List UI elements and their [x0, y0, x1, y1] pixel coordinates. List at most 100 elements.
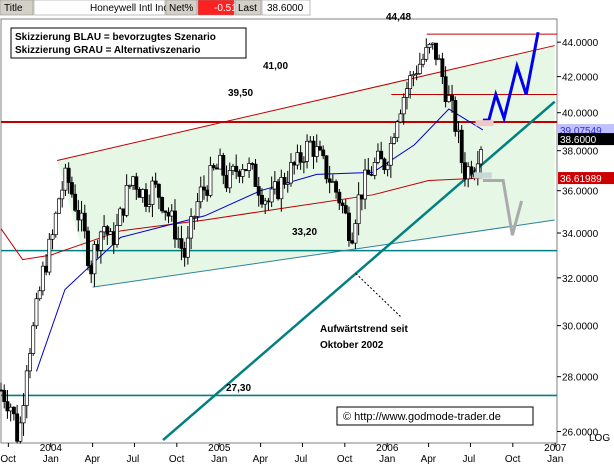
- candlestick: [405, 81, 409, 110]
- candle-body: [82, 212, 87, 232]
- candle-body: [453, 100, 458, 132]
- x-tick-label: Jan: [211, 454, 227, 464]
- candlestick: [279, 169, 284, 212]
- candle-body: [263, 200, 268, 205]
- candle-body: [366, 169, 371, 175]
- candlestick: [459, 125, 464, 174]
- candle-body: [98, 231, 103, 251]
- candlestick: [18, 416, 23, 444]
- candle-body: [47, 238, 52, 273]
- candle-body: [430, 42, 435, 45]
- candle-body: [176, 238, 181, 240]
- scenario-grey-zone: [473, 172, 492, 179]
- candlestick: [156, 183, 161, 210]
- candlestick: [353, 219, 358, 249]
- price-tag-label: 36.61989: [560, 174, 602, 185]
- candle-body: [330, 181, 335, 183]
- x-tick-year: 2007: [544, 443, 567, 454]
- trend-pointer-line: [355, 273, 403, 319]
- candlestick: [298, 145, 303, 170]
- candle-body: [57, 198, 61, 214]
- candle-body: [73, 193, 78, 211]
- candle-body: [298, 152, 303, 163]
- candle-body: [21, 405, 26, 424]
- x-tick-label: Jul: [462, 454, 475, 464]
- candlestick: [5, 389, 10, 419]
- candle-body: [434, 42, 438, 60]
- level-label-2730: 27,30: [226, 383, 251, 394]
- candle-body: [424, 47, 429, 60]
- candle-body: [289, 162, 293, 184]
- candlestick: [21, 393, 26, 436]
- candlestick: [40, 261, 45, 296]
- candlestick: [227, 162, 232, 194]
- candlestick: [417, 52, 422, 76]
- candlestick: [434, 42, 438, 66]
- candlestick: [69, 176, 74, 198]
- y-tick-label: 28.0000: [562, 373, 599, 384]
- scenario-grey-path: [482, 178, 524, 236]
- candlestick: [234, 154, 239, 180]
- candlestick: [124, 174, 129, 218]
- copyright-text: © http://www.godmode-trader.de: [343, 411, 501, 423]
- candlestick: [11, 406, 16, 421]
- candlestick: [388, 136, 393, 178]
- y-tick-label: 32.0000: [562, 274, 599, 285]
- candle-body: [102, 226, 107, 233]
- candle-body: [79, 212, 84, 221]
- candlestick: [411, 71, 416, 87]
- candle-body: [173, 210, 177, 240]
- candle-body: [15, 413, 20, 442]
- candle-body: [314, 146, 319, 157]
- candle-body: [305, 140, 310, 162]
- candle-body: [53, 212, 58, 236]
- candlestick: [173, 199, 177, 248]
- candle-body: [437, 58, 442, 61]
- candle-body: [334, 181, 339, 193]
- candle-body: [359, 194, 364, 200]
- candlestick: [424, 38, 429, 62]
- header-bar: Title Honeywell Intl Inc Net% -0.51 Last…: [0, 0, 311, 16]
- candle-body: [353, 223, 358, 244]
- candlestick: [401, 93, 406, 125]
- candlestick: [356, 182, 361, 236]
- candlestick: [253, 158, 258, 187]
- candle-body: [108, 231, 113, 235]
- candle-body: [450, 95, 455, 101]
- y-tick-label: 38.0000: [562, 147, 599, 158]
- candle-body: [243, 169, 248, 171]
- candle-body: [250, 163, 255, 165]
- candle-body: [462, 162, 467, 180]
- channel-lower-line: [92, 219, 555, 288]
- candle-body: [321, 149, 326, 157]
- candle-body: [227, 170, 232, 189]
- candlestick: [60, 181, 65, 208]
- candle-body: [37, 290, 42, 300]
- candle-body: [269, 188, 274, 203]
- candle-body: [282, 177, 287, 185]
- candlestick: [147, 194, 152, 213]
- candlestick: [453, 96, 458, 137]
- candle-body: [247, 163, 252, 171]
- candle-body: [395, 121, 400, 138]
- candle-body: [137, 189, 142, 198]
- candlestick: [372, 157, 377, 180]
- price-tag-label: 38.6000: [560, 135, 597, 146]
- candlestick: [421, 53, 426, 68]
- candle-body: [231, 165, 235, 171]
- candlestick: [347, 206, 351, 247]
- candle-body: [86, 230, 90, 266]
- candle-body: [118, 208, 123, 226]
- candle-body: [369, 174, 374, 176]
- level-label-41: 41,00: [263, 61, 288, 72]
- candle-body: [237, 171, 242, 177]
- candle-body: [256, 186, 261, 196]
- candle-body: [131, 176, 136, 186]
- candlestick: [118, 206, 123, 226]
- candlestick: [24, 364, 29, 419]
- x-tick-label: Jan: [547, 454, 563, 464]
- candle-body: [214, 167, 219, 170]
- x-tick-label: Jan: [43, 454, 59, 464]
- legend-line-grey: Skizzierung GRAU = Alternativszenario: [15, 45, 201, 56]
